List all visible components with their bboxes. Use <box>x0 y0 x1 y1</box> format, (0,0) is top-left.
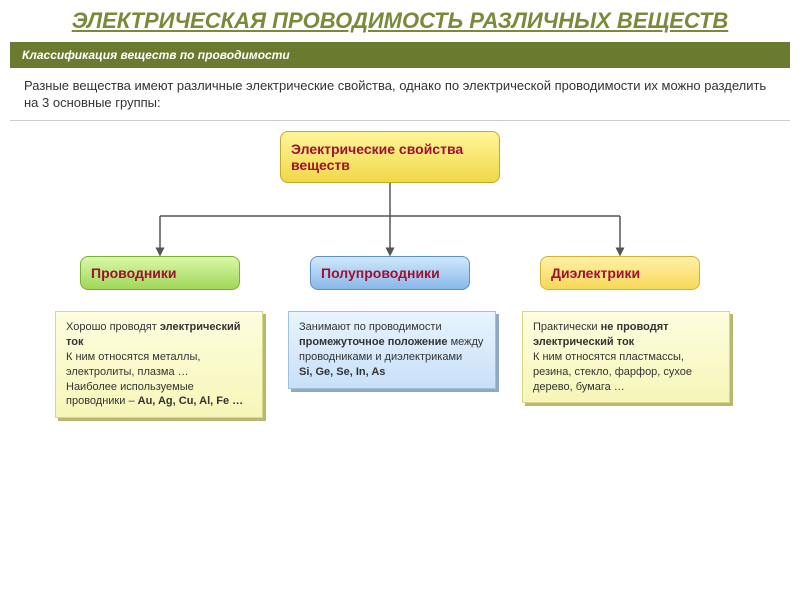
desc-conductors: Хорошо проводят электрический токК ним о… <box>55 311 263 418</box>
desc-semiconductors: Занимают по проводимости промежуточное п… <box>288 311 496 388</box>
page-title: ЭЛЕКТРИЧЕСКАЯ ПРОВОДИМОСТЬ РАЗЛИЧНЫХ ВЕЩ… <box>0 0 800 38</box>
classification-banner: Классификация веществ по проводимости <box>10 42 790 68</box>
child-node-conductors: Проводники <box>80 256 240 290</box>
child-label: Полупроводники <box>321 265 440 281</box>
divider <box>10 120 790 121</box>
root-label: Электрические свойства веществ <box>291 141 489 173</box>
root-node: Электрические свойства веществ <box>280 131 500 183</box>
child-label: Проводники <box>91 265 177 281</box>
child-node-dielectrics: Диэлектрики <box>540 256 700 290</box>
child-label: Диэлектрики <box>551 265 640 281</box>
desc-dielectrics: Практически не проводят электрический то… <box>522 311 730 403</box>
intro-paragraph: Разные вещества имеют различные электрич… <box>0 74 800 120</box>
child-node-semiconductors: Полупроводники <box>310 256 470 290</box>
